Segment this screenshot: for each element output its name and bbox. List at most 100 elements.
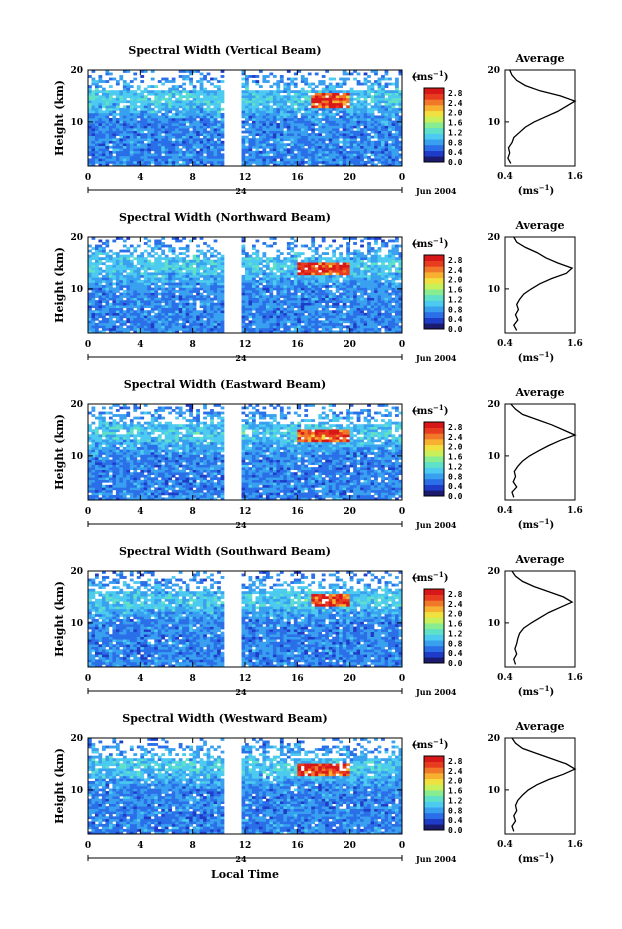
heatmap-cell [105, 257, 110, 261]
heatmap-cell [94, 330, 99, 334]
heatmap-cell [203, 282, 207, 286]
heatmap-cell [178, 95, 183, 99]
heatmap-cell [293, 312, 298, 316]
heatmap-cell [255, 90, 260, 94]
heatmap-cell [91, 145, 96, 149]
heatmap-cell [356, 259, 361, 263]
heatmap-cell [286, 120, 291, 124]
heatmap-cell [391, 110, 396, 114]
heatmap-cell [300, 87, 305, 91]
heatmap-cell [314, 279, 319, 283]
heatmap-cell [119, 160, 124, 164]
heatmap-cell [286, 123, 291, 126]
heatmap-cell [213, 102, 218, 106]
heatmap-cell [210, 115, 214, 119]
heatmap-cell [342, 295, 347, 298]
heatmap-cell [321, 123, 326, 126]
heatmap-cell [367, 160, 371, 164]
heatmap-cell [332, 140, 337, 144]
heatmap-cell [279, 100, 284, 104]
heatmap-cell [304, 107, 309, 111]
heatmap-cell [283, 158, 288, 162]
heatmap-cell [304, 110, 309, 114]
heatmap-cell [98, 307, 103, 311]
heatmap-cell [185, 330, 190, 334]
heatmap-cell [367, 135, 371, 139]
heatmap-cell [171, 102, 176, 106]
heatmap-cell [272, 128, 277, 131]
heatmap-cell [147, 150, 152, 154]
heatmap-cell [300, 285, 305, 288]
heatmap-cell [122, 259, 127, 263]
heatmap-cell [328, 330, 333, 334]
heatmap-cell [192, 70, 197, 73]
heatmap-cell [164, 105, 169, 109]
heatmap-cell [360, 138, 364, 142]
heatmap-cell [98, 90, 103, 94]
heatmap-cell [262, 325, 267, 329]
heatmap-cell [321, 95, 326, 99]
heatmap-cell [140, 327, 145, 331]
heatmap-cell [307, 133, 312, 136]
heatmap-cell [94, 133, 99, 136]
heatmap-cell [98, 80, 103, 83]
heatmap-cell [255, 140, 260, 144]
heatmap-cell [335, 153, 340, 157]
heatmap-cell [136, 292, 141, 296]
heatmap-cell [192, 140, 197, 144]
heatmap-cell [168, 292, 173, 296]
heatmap-cell [300, 264, 305, 268]
heatmap-cell [245, 80, 249, 83]
heatmap-cell [276, 249, 281, 253]
heatmap-cell [290, 274, 295, 278]
heatmap-cell [255, 163, 260, 167]
heatmap-cell [377, 97, 382, 101]
heatmap-cell [91, 302, 96, 306]
heatmap-cell [335, 102, 340, 106]
heatmap-cell [94, 290, 99, 293]
heatmap-cell [171, 247, 176, 250]
heatmap-cell [91, 148, 96, 152]
heatmap-cell [182, 322, 186, 326]
heatmap-cell [241, 97, 246, 101]
heatmap-cell [332, 92, 337, 96]
heatmap-cell [269, 160, 274, 164]
heatmap-cell [332, 123, 337, 126]
heatmap-cell [374, 95, 378, 99]
heatmap-cell [374, 70, 378, 73]
heatmap-cell [133, 95, 138, 99]
heatmap-cell [391, 112, 396, 116]
heatmap-cell [210, 158, 214, 162]
heatmap-cell [119, 277, 124, 281]
heatmap-cell [88, 295, 92, 298]
heatmap-cell [196, 133, 200, 136]
heatmap-cell [314, 145, 319, 149]
heatmap-cell [143, 105, 148, 109]
heatmap-cell [108, 272, 113, 276]
heatmap-cell [136, 277, 141, 281]
heatmap-cell [210, 150, 214, 154]
heatmap-cell [175, 148, 180, 152]
heatmap-cell [119, 128, 124, 131]
heatmap-cell [119, 92, 124, 96]
heatmap-cell [342, 70, 347, 73]
heatmap-cell [311, 305, 316, 309]
heatmap-cell [276, 145, 281, 149]
heatmap-cell [346, 277, 350, 281]
heatmap-cell [279, 138, 284, 142]
heatmap-cell [182, 305, 186, 309]
heatmap-cell [349, 102, 354, 106]
heatmap-cell [398, 145, 403, 149]
heatmap-cell [140, 302, 145, 306]
heatmap-cell [339, 310, 343, 314]
heatmap-cell [94, 317, 99, 321]
heatmap-cell [335, 307, 340, 311]
heatmap-cell [105, 287, 110, 291]
heatmap-cell [311, 82, 316, 86]
heatmap-cell [241, 325, 246, 329]
heatmap-cell [185, 327, 190, 331]
heatmap-cell [353, 130, 357, 134]
heatmap-cell [314, 90, 319, 94]
heatmap-cell [189, 135, 193, 139]
heatmap-cell [335, 145, 340, 149]
